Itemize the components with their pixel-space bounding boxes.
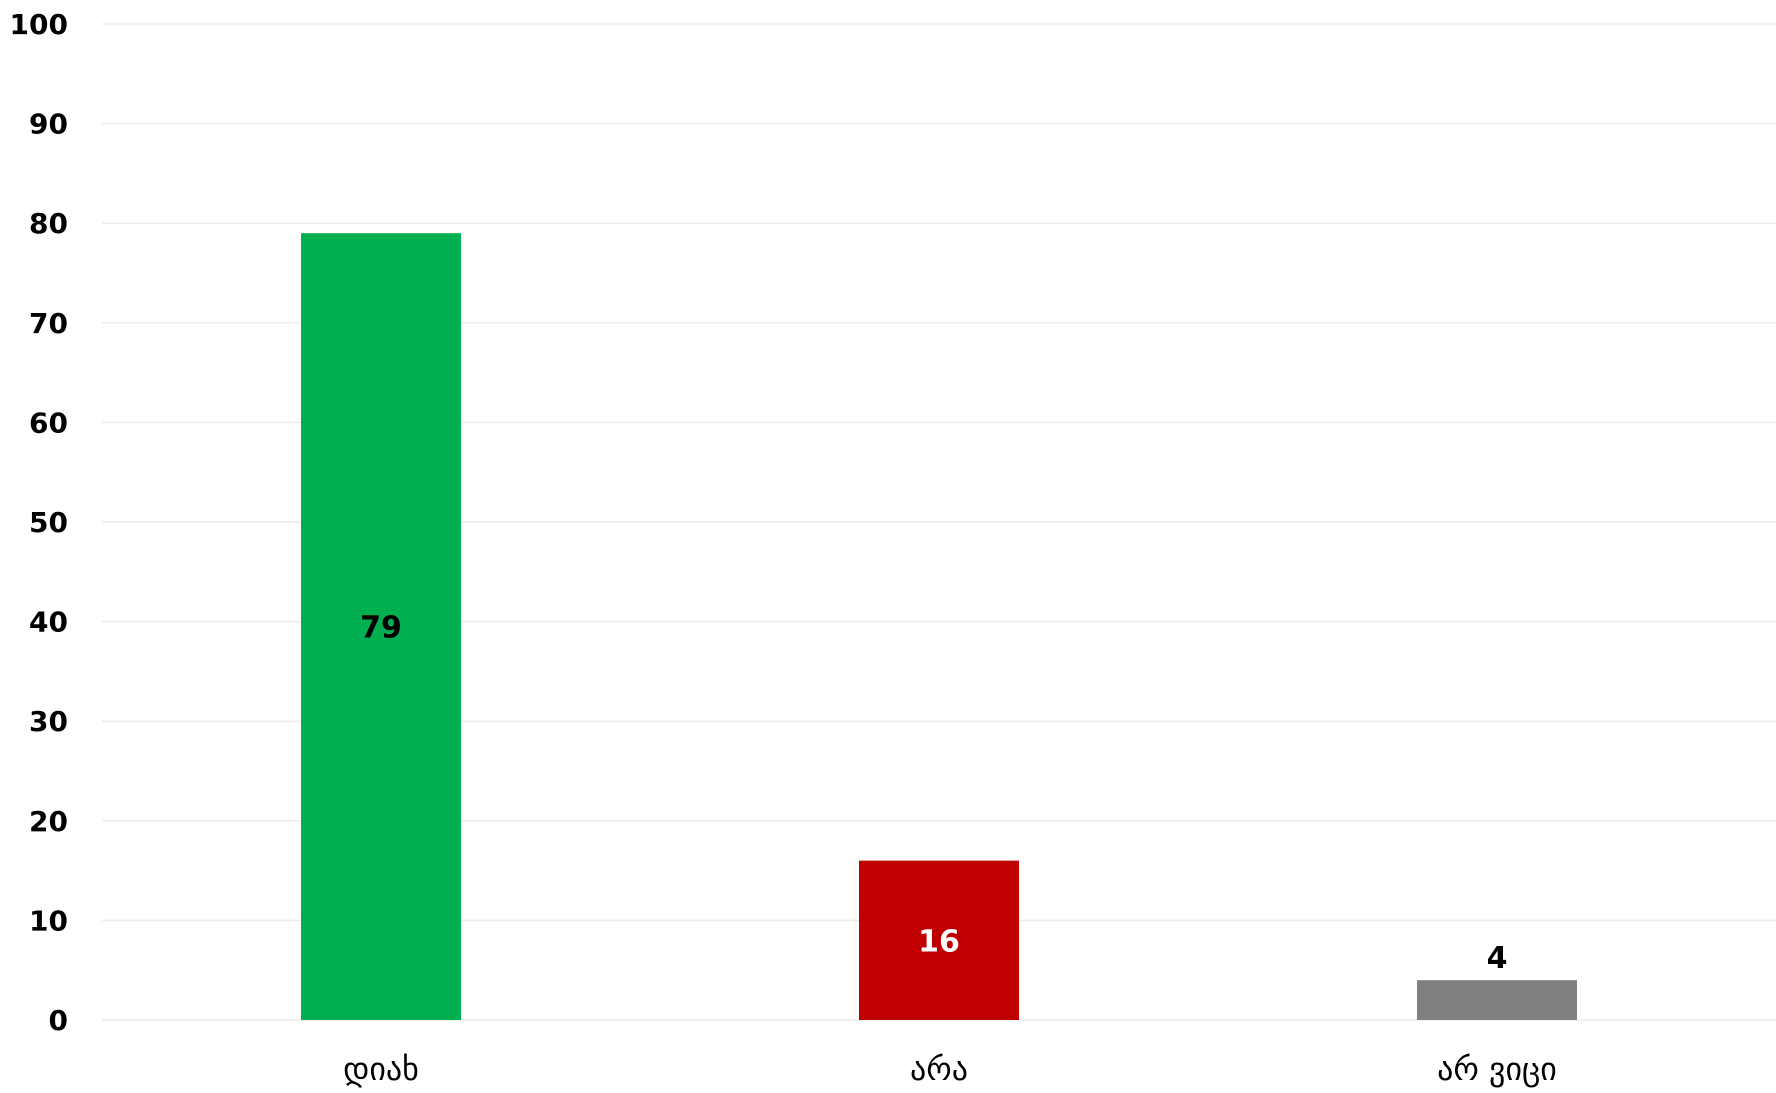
data-label-3: 4 bbox=[1487, 941, 1508, 976]
bar-2 bbox=[859, 860, 1019, 1020]
x-category-label: დიახ bbox=[343, 1050, 419, 1088]
y-tick-label: 40 bbox=[29, 606, 68, 639]
y-tick-label: 10 bbox=[29, 904, 68, 937]
y-tick-label: 80 bbox=[29, 207, 68, 240]
bar-3 bbox=[1417, 980, 1577, 1020]
bar-1 bbox=[301, 233, 461, 1020]
y-tick-label: 50 bbox=[29, 506, 68, 539]
data-label-2: 16 bbox=[918, 924, 960, 959]
x-axis: დიახ არა არ ვიცი bbox=[343, 1050, 1557, 1088]
data-labels: 79 16 4 bbox=[360, 611, 1507, 977]
y-tick-label: 20 bbox=[29, 805, 68, 838]
y-tick-label: 0 bbox=[49, 1004, 68, 1037]
y-tick-label: 30 bbox=[29, 705, 68, 738]
y-axis: 0 10 20 30 40 50 60 70 80 90 100 bbox=[10, 8, 68, 1037]
x-category-label: არ ვიცი bbox=[1437, 1050, 1557, 1088]
data-label-1: 79 bbox=[360, 611, 402, 646]
y-tick-label: 70 bbox=[29, 307, 68, 340]
x-category-label: არა bbox=[910, 1050, 968, 1088]
y-tick-label: 100 bbox=[10, 8, 68, 41]
y-tick-label: 60 bbox=[29, 406, 68, 439]
bars bbox=[301, 233, 1577, 1020]
y-tick-label: 90 bbox=[29, 108, 68, 141]
